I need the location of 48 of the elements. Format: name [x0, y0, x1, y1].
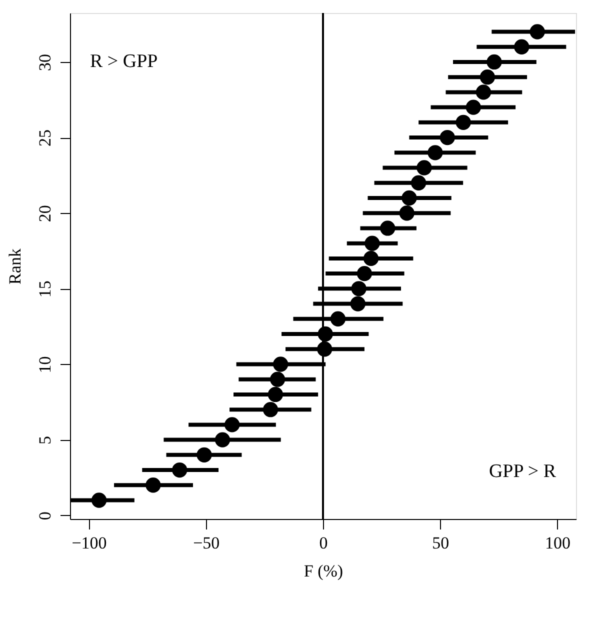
point	[214, 432, 230, 448]
y-tick-label: 0	[36, 512, 54, 520]
point	[317, 342, 332, 357]
point	[273, 356, 288, 372]
point	[146, 478, 161, 493]
point	[476, 84, 492, 100]
x-tick-label: 50	[432, 534, 450, 552]
point	[364, 236, 380, 251]
point	[428, 145, 443, 160]
point	[196, 447, 212, 462]
y-tick-label: 30	[36, 54, 54, 71]
point	[351, 281, 366, 296]
point	[318, 326, 333, 342]
y-tick-label: 10	[36, 356, 54, 374]
y-tick-label: 15	[36, 280, 54, 298]
point	[530, 24, 545, 40]
point	[440, 130, 455, 146]
point	[363, 250, 379, 266]
point	[268, 386, 284, 402]
annotation: R > GPP	[90, 51, 158, 72]
point	[350, 296, 366, 312]
x-tick-label: 100	[545, 534, 571, 552]
point	[486, 54, 502, 70]
point	[224, 417, 240, 432]
annotation: GPP > R	[488, 461, 556, 482]
point	[466, 100, 481, 115]
x-axis-title: F (%)	[304, 562, 344, 580]
point	[91, 492, 107, 508]
point	[480, 70, 496, 85]
x-tick-label: −50	[193, 534, 220, 552]
y-axis-title: Rank	[6, 248, 24, 284]
point	[356, 266, 372, 282]
y-tick-label: 5	[36, 436, 54, 445]
x-tick-label: −100	[72, 534, 107, 552]
point	[410, 175, 426, 190]
point	[416, 160, 432, 176]
point	[172, 462, 188, 478]
y-tick-label: 20	[36, 205, 54, 222]
y-tick-label: 25	[36, 130, 54, 147]
point	[514, 39, 530, 54]
point	[456, 114, 471, 130]
point	[270, 372, 286, 387]
point	[402, 190, 417, 206]
point	[330, 311, 346, 326]
point	[262, 402, 278, 418]
point	[399, 206, 414, 221]
point	[380, 220, 396, 236]
x-tick-label: 0	[319, 534, 328, 552]
